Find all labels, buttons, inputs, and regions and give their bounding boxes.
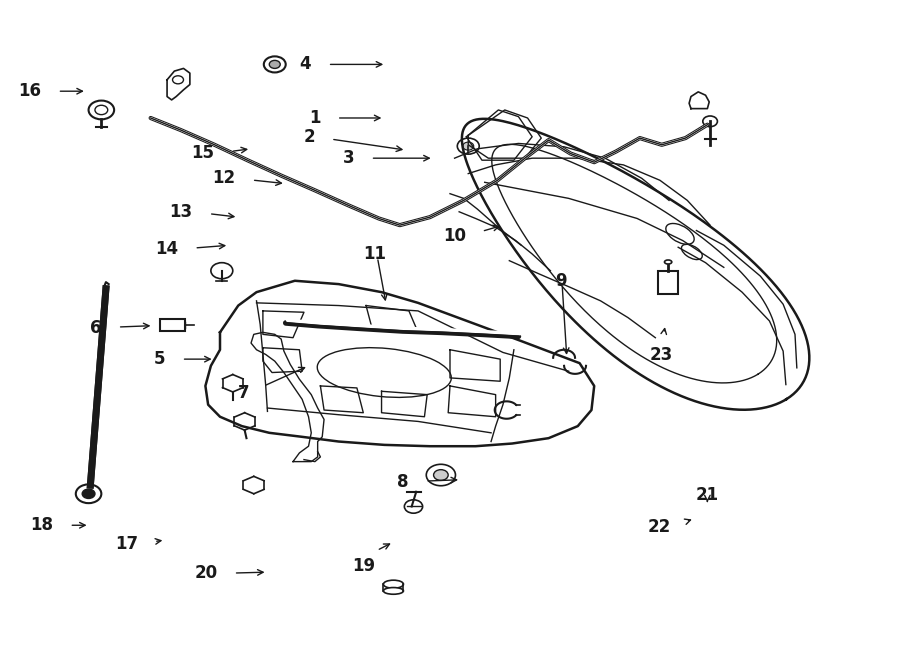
Text: 23: 23 xyxy=(650,346,673,363)
Text: 19: 19 xyxy=(352,557,375,575)
FancyBboxPatch shape xyxy=(658,271,679,294)
Circle shape xyxy=(463,142,473,150)
Circle shape xyxy=(88,101,114,119)
Circle shape xyxy=(95,105,108,115)
FancyBboxPatch shape xyxy=(160,319,185,331)
Circle shape xyxy=(269,60,280,68)
Circle shape xyxy=(82,489,95,498)
Text: 8: 8 xyxy=(398,473,409,491)
Text: 7: 7 xyxy=(238,383,249,402)
Ellipse shape xyxy=(664,260,671,264)
Text: 16: 16 xyxy=(18,82,41,100)
Text: 4: 4 xyxy=(300,56,311,73)
Ellipse shape xyxy=(383,580,403,589)
Text: 14: 14 xyxy=(155,240,178,258)
Circle shape xyxy=(427,464,455,486)
Text: 12: 12 xyxy=(212,169,236,187)
Circle shape xyxy=(76,485,102,503)
Text: 3: 3 xyxy=(343,149,355,167)
Circle shape xyxy=(434,469,448,481)
Text: 22: 22 xyxy=(648,518,670,536)
Circle shape xyxy=(703,116,717,126)
Text: 15: 15 xyxy=(192,144,214,162)
Text: 10: 10 xyxy=(444,227,466,245)
Ellipse shape xyxy=(383,588,403,594)
Text: 13: 13 xyxy=(169,203,193,220)
Circle shape xyxy=(264,56,285,72)
Text: 11: 11 xyxy=(364,245,387,263)
Text: 9: 9 xyxy=(555,272,567,290)
Circle shape xyxy=(173,75,184,84)
Text: 5: 5 xyxy=(154,350,166,368)
Text: 20: 20 xyxy=(194,565,217,583)
Text: 2: 2 xyxy=(303,128,315,146)
Text: 18: 18 xyxy=(30,516,53,534)
Circle shape xyxy=(404,500,423,513)
Text: 6: 6 xyxy=(90,318,102,337)
Text: 21: 21 xyxy=(696,487,719,504)
Text: 17: 17 xyxy=(114,535,138,553)
Circle shape xyxy=(211,263,233,279)
Text: 1: 1 xyxy=(309,109,320,127)
Circle shape xyxy=(457,138,479,154)
